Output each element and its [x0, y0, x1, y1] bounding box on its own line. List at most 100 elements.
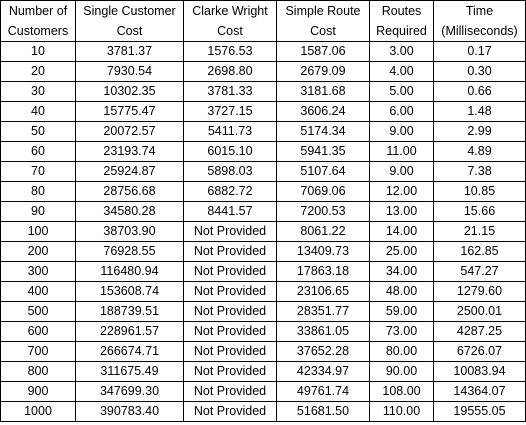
cell-customers: 500 — [0, 301, 76, 322]
cell-routes-required: 110.00 — [369, 401, 434, 422]
table-row: 300 116480.94 Not Provided 17863.18 34.00 547… — [0, 261, 526, 282]
cell-time: 4.89 — [433, 141, 526, 162]
cell-simple-route-cost: 3606.24 — [276, 101, 370, 122]
header-customers-line2: Customers — [0, 21, 76, 42]
cell-customers: 200 — [0, 241, 76, 262]
cell-customers: 40 — [0, 101, 76, 122]
cell-time: 0.30 — [433, 61, 526, 82]
cell-simple-route-cost: 3181.68 — [276, 81, 370, 102]
cell-time: 0.17 — [433, 41, 526, 62]
cell-clarke-wright-cost: Not Provided — [183, 281, 277, 302]
cell-customers: 30 — [0, 81, 76, 102]
cell-simple-route-cost: 5107.64 — [276, 161, 370, 182]
cell-simple-route-cost: 28351.77 — [276, 301, 370, 322]
cell-time: 14364.07 — [433, 381, 526, 402]
table-row: 60 23193.74 6015.10 5941.35 11.00 4.89 — [0, 141, 526, 162]
table-row: 700 266674.71 Not Provided 37652.28 80.00 672… — [0, 341, 526, 362]
table-row: 10 3781.37 1576.53 1587.06 3.00 0.17 — [0, 41, 526, 62]
table-row: 70 25924.87 5898.03 5107.64 9.00 7.38 — [0, 161, 526, 182]
cell-time: 10.85 — [433, 181, 526, 202]
cell-time: 162.85 — [433, 241, 526, 262]
table-row: 30 10302.35 3781.33 3181.68 5.00 0.66 — [0, 81, 526, 102]
header-routes-required-line2: Required — [369, 21, 434, 42]
cell-single-customer-cost: 25924.87 — [75, 161, 184, 182]
table-row: 100 38703.90 Not Provided 8061.22 14.00 21.15 — [0, 221, 526, 242]
cell-time: 1279.60 — [433, 281, 526, 302]
cell-routes-required: 4.00 — [369, 61, 434, 82]
header-single-customer-cost-line1: Single Customer — [75, 0, 184, 21]
cell-customers: 90 — [0, 201, 76, 222]
cell-single-customer-cost: 188739.51 — [75, 301, 184, 322]
table-row: 90 34580.28 8441.57 7200.53 13.00 15.66 — [0, 201, 526, 222]
cell-clarke-wright-cost: Not Provided — [183, 301, 277, 322]
cell-time: 1.48 — [433, 101, 526, 122]
cell-simple-route-cost: 51681.50 — [276, 401, 370, 422]
cell-routes-required: 34.00 — [369, 261, 434, 282]
cell-time: 2500.01 — [433, 301, 526, 322]
cell-single-customer-cost: 228961.57 — [75, 321, 184, 342]
cell-single-customer-cost: 116480.94 — [75, 261, 184, 282]
cell-single-customer-cost: 390783.40 — [75, 401, 184, 422]
table-row: 800 311675.49 Not Provided 42334.97 90.00 100… — [0, 361, 526, 382]
cell-routes-required: 5.00 — [369, 81, 434, 102]
cell-customers: 70 — [0, 161, 76, 182]
cell-time: 7.38 — [433, 161, 526, 182]
cell-simple-route-cost: 7069.06 — [276, 181, 370, 202]
cell-routes-required: 14.00 — [369, 221, 434, 242]
cell-single-customer-cost: 20072.57 — [75, 121, 184, 142]
cell-routes-required: 11.00 — [369, 141, 434, 162]
cell-time: 15.66 — [433, 201, 526, 222]
cell-simple-route-cost: 2679.09 — [276, 61, 370, 82]
cell-routes-required: 25.00 — [369, 241, 434, 262]
cell-single-customer-cost: 7930.54 — [75, 61, 184, 82]
header-simple-route-cost-line1: Simple Route — [276, 0, 370, 21]
cell-customers: 600 — [0, 321, 76, 342]
table-row: 500 188739.51 Not Provided 28351.77 59.00 250… — [0, 301, 526, 322]
header-customers-line1: Number of — [0, 0, 76, 21]
cell-routes-required: 13.00 — [369, 201, 434, 222]
cell-routes-required: 12.00 — [369, 181, 434, 202]
cell-customers: 400 — [0, 281, 76, 302]
cell-single-customer-cost: 28756.68 — [75, 181, 184, 202]
cell-customers: 1000 — [0, 401, 76, 422]
cell-single-customer-cost: 311675.49 — [75, 361, 184, 382]
cell-clarke-wright-cost: Not Provided — [183, 321, 277, 342]
cell-simple-route-cost: 49761.74 — [276, 381, 370, 402]
table-row: 200 76928.55 Not Provided 13409.73 25.00 162.… — [0, 241, 526, 262]
table-row: 400 153608.74 Not Provided 23106.65 48.00 127… — [0, 281, 526, 302]
cell-simple-route-cost: 1587.06 — [276, 41, 370, 62]
cell-simple-route-cost: 13409.73 — [276, 241, 370, 262]
cell-clarke-wright-cost: 6882.72 — [183, 181, 277, 202]
cell-simple-route-cost: 42334.97 — [276, 361, 370, 382]
table-row: 80 28756.68 6882.72 7069.06 12.00 10.85 — [0, 181, 526, 202]
cell-simple-route-cost: 23106.65 — [276, 281, 370, 302]
cell-customers: 50 — [0, 121, 76, 142]
cell-single-customer-cost: 266674.71 — [75, 341, 184, 362]
cell-time: 21.15 — [433, 221, 526, 242]
header-clarke-wright-cost-line1: Clarke Wright — [183, 0, 277, 21]
header-routes-required-line1: Routes — [369, 0, 434, 21]
cell-time: 547.27 — [433, 261, 526, 282]
cell-time: 0.66 — [433, 81, 526, 102]
cell-time: 4287.25 — [433, 321, 526, 342]
cell-routes-required: 48.00 — [369, 281, 434, 302]
cell-clarke-wright-cost: Not Provided — [183, 341, 277, 362]
table-row: 40 15775.47 3727.15 3606.24 6.00 1.48 — [0, 101, 526, 122]
cell-routes-required: 3.00 — [369, 41, 434, 62]
cell-routes-required: 9.00 — [369, 121, 434, 142]
cell-clarke-wright-cost: Not Provided — [183, 261, 277, 282]
cell-clarke-wright-cost: 3781.33 — [183, 81, 277, 102]
cell-customers: 700 — [0, 341, 76, 362]
table-header: Number of Single Customer Clarke Wright … — [0, 0, 526, 42]
header-time-line1: Time — [433, 0, 526, 21]
cell-customers: 10 — [0, 41, 76, 62]
cell-customers: 100 — [0, 221, 76, 242]
cell-single-customer-cost: 34580.28 — [75, 201, 184, 222]
cell-single-customer-cost: 15775.47 — [75, 101, 184, 122]
cell-routes-required: 6.00 — [369, 101, 434, 122]
cell-clarke-wright-cost: 8441.57 — [183, 201, 277, 222]
cell-clarke-wright-cost: Not Provided — [183, 401, 277, 422]
cell-simple-route-cost: 17863.18 — [276, 261, 370, 282]
cell-clarke-wright-cost: 5411.73 — [183, 121, 277, 142]
